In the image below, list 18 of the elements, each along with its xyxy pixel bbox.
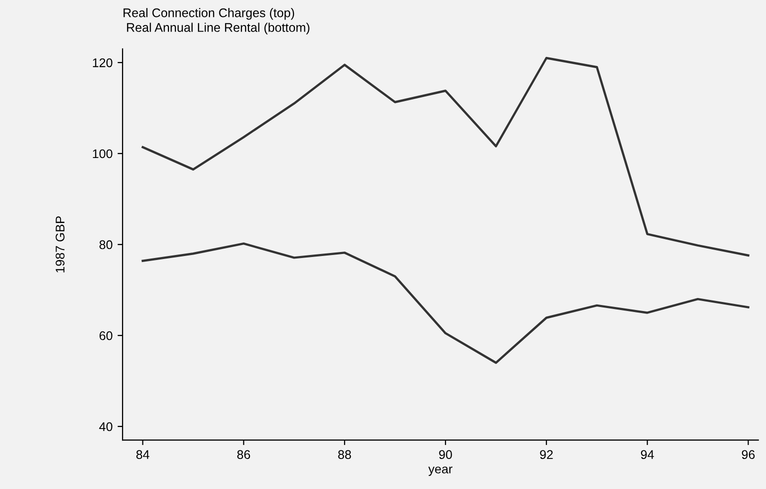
chart-title: Real Connection Charges (top) (124, 8, 294, 20)
x-tick-label: 94 (640, 450, 654, 460)
x-tick-label: 86 (237, 450, 250, 460)
chart-subtitle: Real Annual Line Rental (bottom) (127, 22, 310, 34)
line-series (142, 56, 750, 257)
x-tick-label: 90 (439, 450, 452, 460)
y-tick-label: 100 (92, 149, 112, 158)
x-tick-label: 96 (742, 450, 755, 460)
y-tick-label: 40 (99, 422, 112, 432)
x-tick-label: 88 (338, 450, 351, 460)
y-tick-label: 120 (92, 58, 112, 68)
x-tick-label: 84 (136, 450, 150, 460)
x-tick-label: 92 (540, 450, 553, 460)
y-tick-label: 60 (100, 331, 112, 340)
y-tick-label: 80 (99, 240, 112, 250)
line-series (142, 242, 750, 364)
x-axis-title: year (428, 466, 452, 476)
y-axis-title: 1987 GBP (56, 216, 65, 272)
